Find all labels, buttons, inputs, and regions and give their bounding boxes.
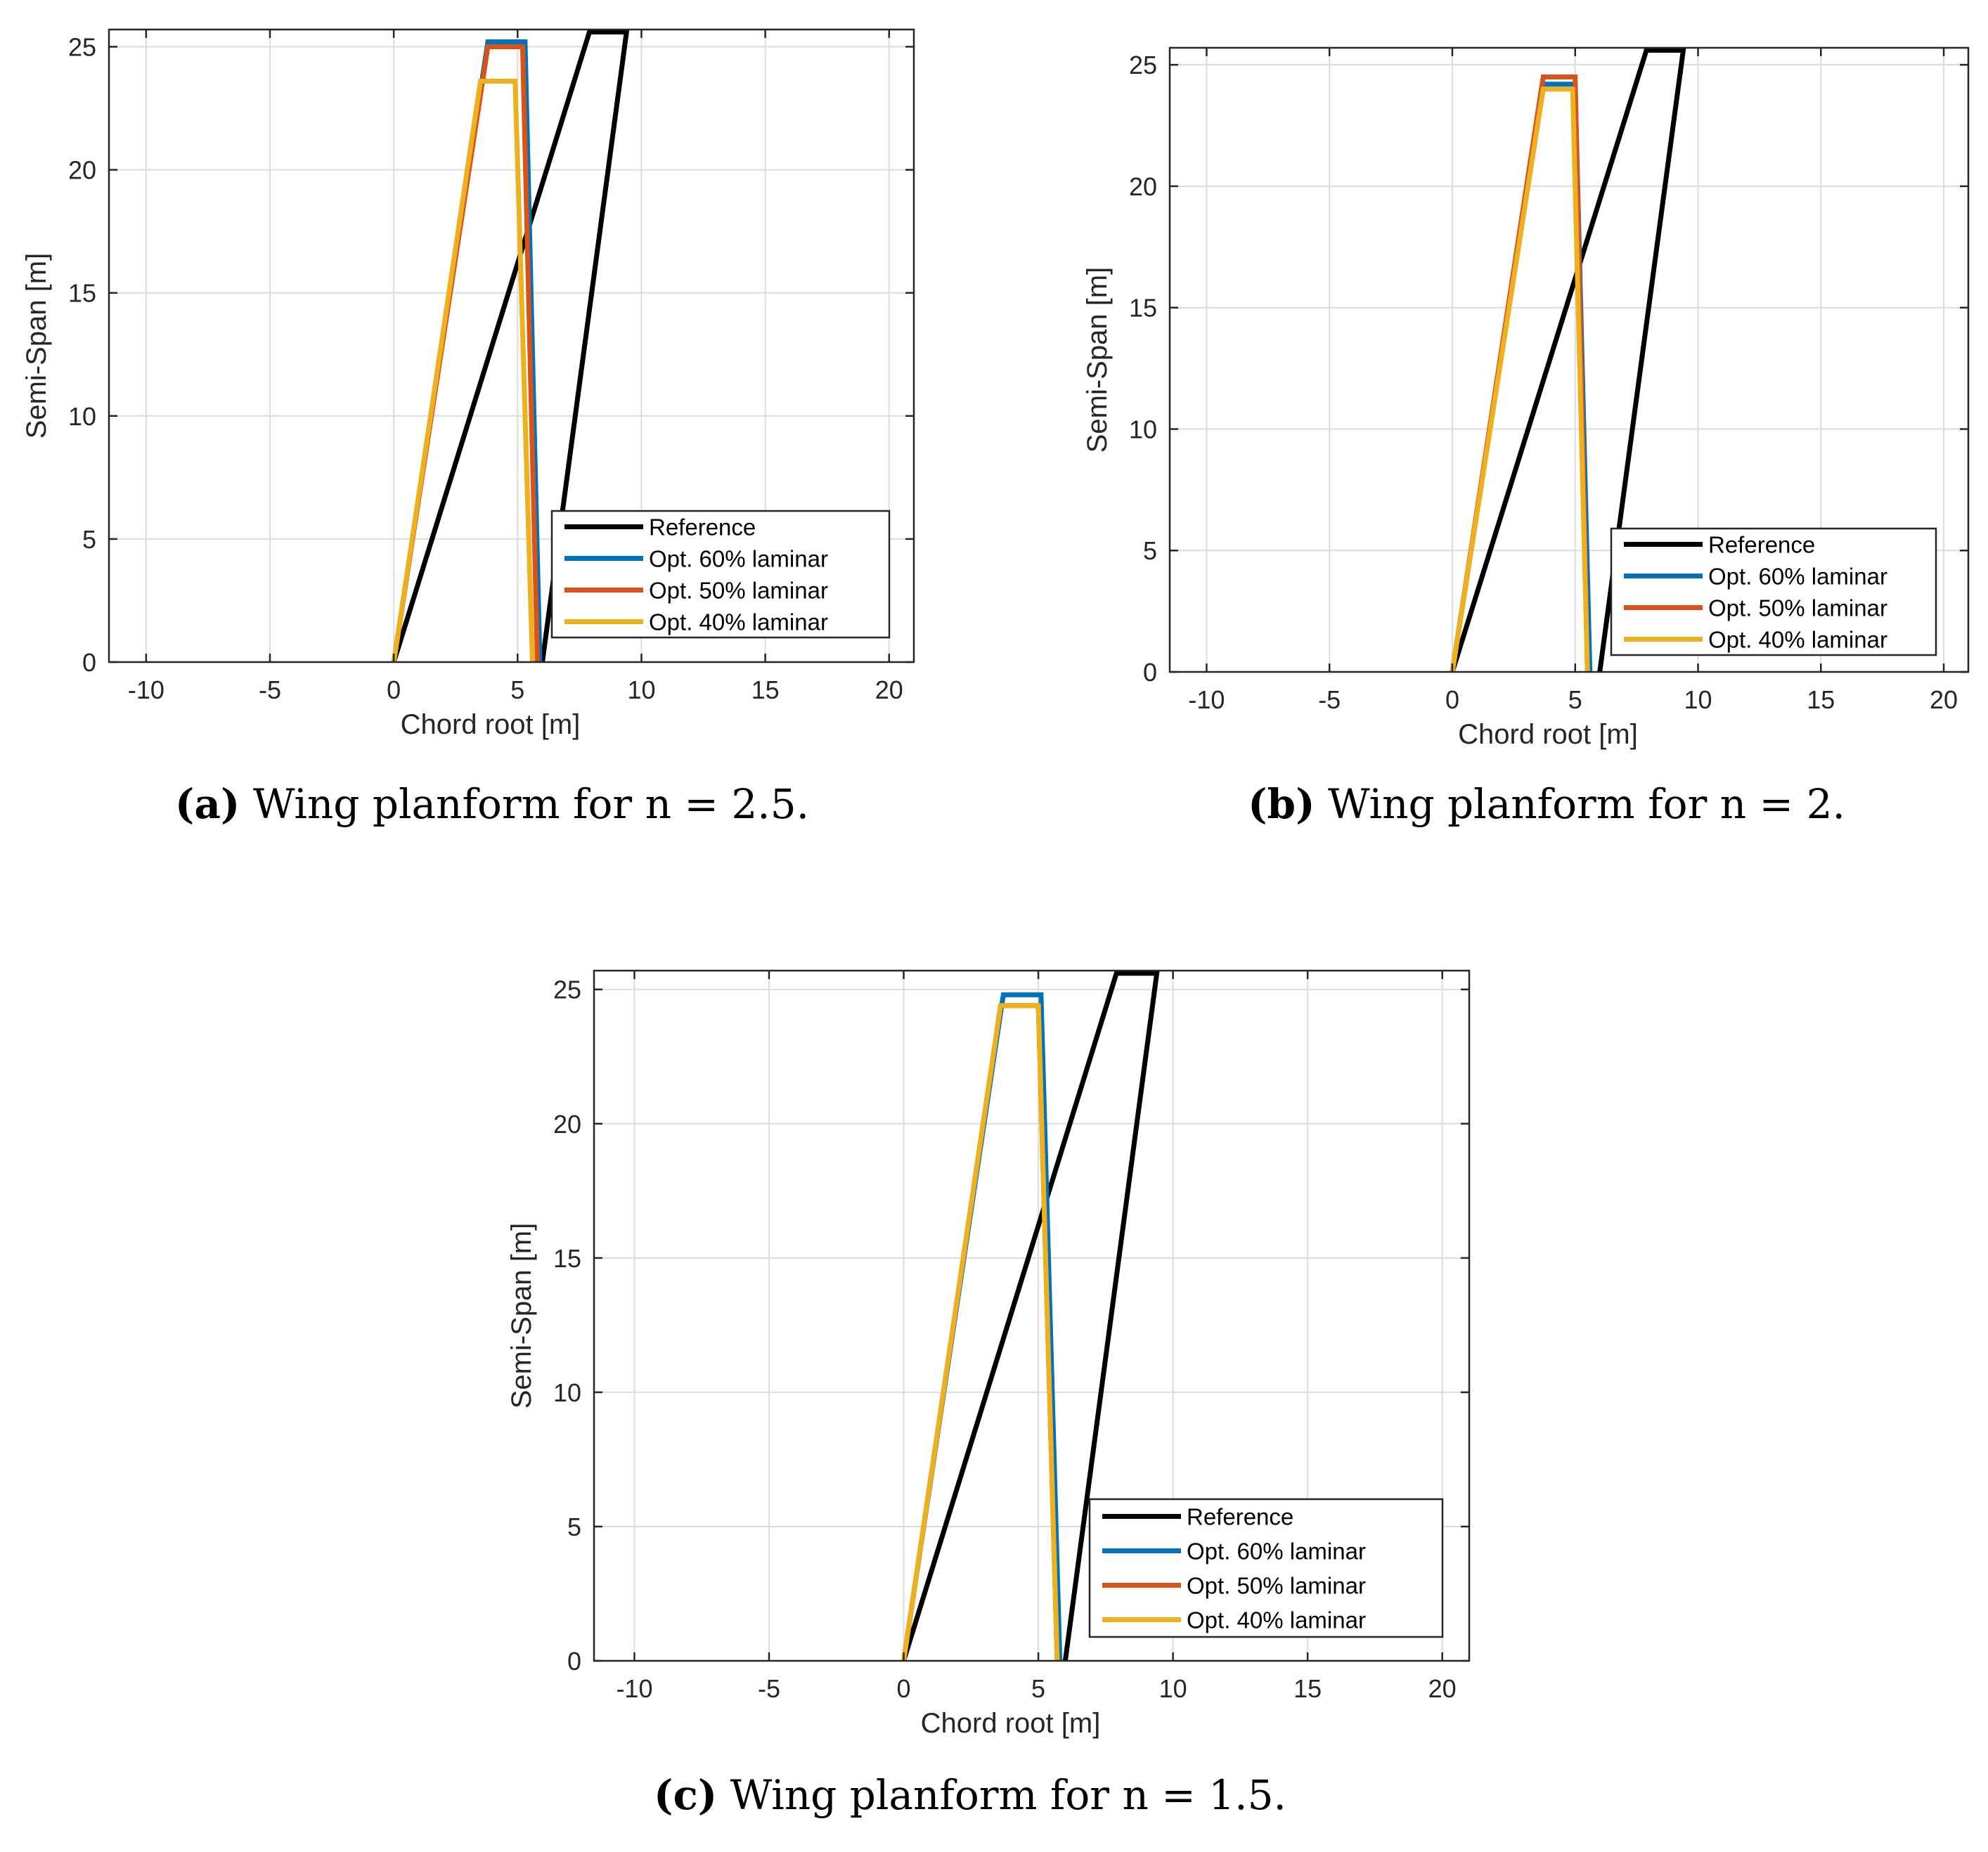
legend-box bbox=[1610, 527, 1937, 656]
caption-b-text: Wing planform for n = 2. bbox=[1327, 780, 1845, 828]
x-tick-label: 0 bbox=[1445, 685, 1459, 714]
caption-b: (b) Wing planform for n = 2. bbox=[1139, 780, 1954, 828]
y-tick-label: 15 bbox=[1129, 294, 1157, 323]
legend-entry-label: Opt. 50% laminar bbox=[1708, 595, 1887, 621]
x-tick-label: 10 bbox=[627, 675, 655, 704]
x-tick-label: -5 bbox=[259, 675, 281, 704]
x-tick-label: 20 bbox=[875, 675, 903, 704]
y-tick-label: 15 bbox=[68, 279, 96, 308]
x-tick-label: 5 bbox=[1031, 1674, 1045, 1703]
series-line-reference bbox=[901, 971, 1160, 1662]
y-axis-label: Semi-Span [m] bbox=[1082, 267, 1113, 453]
x-tick-label: 15 bbox=[1807, 685, 1835, 714]
chart-panel-c: -10 -5 0 5 10 15 20 0 5 10 15 20 25 Chord root [m] Sem… bbox=[478, 945, 1490, 1775]
x-tick-label: -5 bbox=[758, 1674, 780, 1703]
y-tick-label: 20 bbox=[68, 156, 96, 185]
x-tick-label: -5 bbox=[1318, 685, 1341, 714]
chart-a-svg: -10 -5 0 5 10 15 20 0 5 10 15 20 25 Chord root [m] Sem… bbox=[21, 28, 915, 740]
legend-entry-label: Opt. 60% laminar bbox=[1187, 1539, 1366, 1565]
x-tick-label: -10 bbox=[128, 675, 164, 704]
x-tick-label: 20 bbox=[1428, 1674, 1457, 1703]
x-tick-label: 0 bbox=[897, 1674, 911, 1703]
y-tick-label: 15 bbox=[553, 1244, 581, 1273]
chart-c-svg: -10 -5 0 5 10 15 20 0 5 10 15 20 25 Chord root [m] Sem… bbox=[506, 969, 1471, 1739]
y-tick-label: 25 bbox=[68, 33, 96, 62]
legend-entry-label: Opt. 40% laminar bbox=[1187, 1607, 1366, 1633]
chart-panel-b: -10 -5 0 5 10 15 20 0 5 10 15 20 25 Chord root [m] Sem… bbox=[1054, 28, 1982, 759]
chart-panel-a: -10 -5 0 5 10 15 20 0 5 10 15 20 25 Chord root [m] Sem… bbox=[0, 14, 942, 752]
y-tick-label: 10 bbox=[68, 402, 96, 431]
series-line-opt-40-laminar bbox=[1450, 86, 1590, 673]
x-tick-label: -10 bbox=[616, 1674, 652, 1703]
y-tick-label: 25 bbox=[1129, 51, 1157, 79]
series-line-opt-40-laminar bbox=[901, 1003, 1060, 1662]
legend-entry-label: Reference bbox=[1187, 1504, 1293, 1530]
x-tick-label: 15 bbox=[1293, 1674, 1322, 1703]
y-tick-label: 5 bbox=[82, 525, 96, 554]
y-tick-label: 10 bbox=[1129, 415, 1157, 443]
caption-a-tag: (a) bbox=[174, 780, 240, 828]
y-tick-label: 20 bbox=[1129, 172, 1157, 201]
axes-box bbox=[593, 969, 1471, 1662]
y-axis-label: Semi-Span [m] bbox=[506, 1223, 537, 1409]
y-tick-label: 0 bbox=[82, 648, 96, 677]
axes-box bbox=[1168, 46, 1970, 673]
x-axis-label: Chord root [m] bbox=[401, 709, 581, 740]
x-tick-label: 5 bbox=[1568, 685, 1582, 714]
y-tick-label: 5 bbox=[567, 1513, 581, 1541]
legend-box bbox=[1088, 1498, 1444, 1638]
y-tick-label: 0 bbox=[567, 1647, 581, 1676]
x-tick-label: 0 bbox=[387, 675, 401, 704]
legend-entry-label: Reference bbox=[1708, 532, 1815, 558]
legend-box bbox=[550, 510, 891, 639]
x-axis-label: Chord root [m] bbox=[921, 1708, 1101, 1739]
y-tick-label: 25 bbox=[553, 976, 581, 1004]
series-line-reference bbox=[1450, 48, 1686, 673]
y-tick-label: 0 bbox=[1143, 658, 1157, 687]
legend-entry-label: Reference bbox=[649, 514, 756, 540]
legend-entry-label: Opt. 40% laminar bbox=[1708, 627, 1887, 653]
caption-b-tag: (b) bbox=[1248, 780, 1315, 828]
series-line-opt-40-laminar bbox=[391, 79, 535, 663]
legend-entry-label: Opt. 50% laminar bbox=[1187, 1573, 1366, 1599]
y-tick-label: 5 bbox=[1143, 536, 1157, 565]
caption-c-tag: (c) bbox=[654, 1771, 718, 1819]
axes-box bbox=[108, 28, 915, 663]
x-tick-label: 20 bbox=[1930, 685, 1958, 714]
series-line-reference bbox=[391, 30, 630, 663]
x-tick-label: 5 bbox=[510, 675, 524, 704]
x-axis-label: Chord root [m] bbox=[1458, 719, 1638, 750]
y-tick-label: 10 bbox=[553, 1378, 581, 1407]
caption-c: (c) Wing planform for n = 1.5. bbox=[562, 1771, 1378, 1819]
legend-entry-label: Opt. 40% laminar bbox=[649, 609, 828, 635]
legend-entry-label: Opt. 60% laminar bbox=[1708, 564, 1887, 590]
legend-entry-label: Opt. 50% laminar bbox=[649, 578, 828, 604]
x-tick-label: -10 bbox=[1188, 685, 1225, 714]
y-tick-label: 20 bbox=[553, 1110, 581, 1139]
chart-b-svg: -10 -5 0 5 10 15 20 0 5 10 15 20 25 Chord root [m] Sem… bbox=[1082, 46, 1970, 750]
x-tick-label: 10 bbox=[1684, 685, 1712, 714]
x-tick-label: 15 bbox=[751, 675, 780, 704]
caption-c-text: Wing planform for n = 1.5. bbox=[730, 1771, 1286, 1819]
legend-entry-label: Opt. 60% laminar bbox=[649, 546, 828, 572]
caption-a: (a) Wing planform for n = 2.5. bbox=[84, 780, 900, 828]
x-tick-label: 10 bbox=[1159, 1674, 1187, 1703]
caption-a-text: Wing planform for n = 2.5. bbox=[252, 780, 810, 828]
y-axis-label: Semi-Span [m] bbox=[21, 253, 52, 439]
